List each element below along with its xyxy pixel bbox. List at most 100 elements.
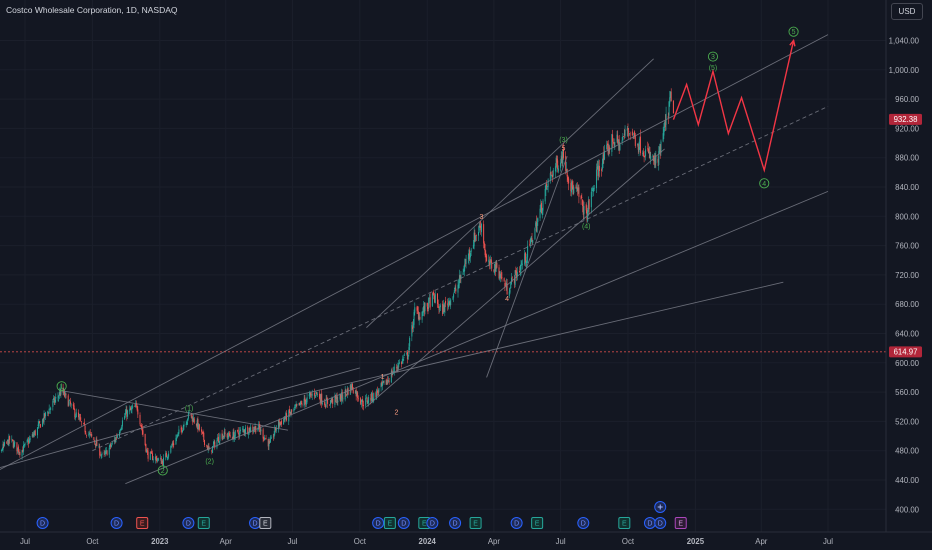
- candle-body: [614, 141, 616, 148]
- candle-body: [151, 453, 153, 461]
- candle-body: [172, 443, 174, 445]
- candle-body: [495, 261, 497, 272]
- earnings-marker[interactable]: E: [618, 517, 631, 529]
- candle-body: [503, 278, 505, 282]
- candle-body: [217, 437, 219, 441]
- trendline: [0, 367, 360, 469]
- candle-body: [489, 261, 491, 266]
- candle-body: [412, 323, 414, 328]
- time-tick-label: 2024: [419, 537, 437, 546]
- candle-body: [621, 140, 623, 143]
- dividend-marker[interactable]: D: [249, 517, 262, 529]
- price-tick-label: 480.00: [895, 447, 920, 456]
- candle-body: [125, 409, 127, 414]
- candle-body: [171, 444, 173, 446]
- candle-body: [376, 390, 378, 393]
- candle-body: [452, 297, 454, 299]
- earnings-marker[interactable]: E: [674, 517, 687, 529]
- candle-body: [458, 275, 460, 284]
- candle-body: [499, 276, 501, 279]
- earnings-badge: [197, 517, 210, 529]
- candle-body: [12, 442, 14, 448]
- candle-body: [639, 138, 641, 147]
- candle-body: [196, 420, 198, 427]
- candle-body: [595, 169, 597, 189]
- dividend-marker[interactable]: D: [426, 517, 439, 529]
- candle-body: [468, 249, 470, 260]
- candle-body: [633, 133, 635, 136]
- candle-body: [637, 143, 639, 145]
- candle-body: [478, 231, 480, 236]
- candle-body: [554, 166, 556, 172]
- candle-body: [590, 191, 592, 208]
- candle-body: [340, 394, 342, 402]
- candle-body: [64, 391, 66, 397]
- dividend-marker[interactable]: D: [577, 517, 590, 529]
- dividend-marker[interactable]: D: [654, 517, 667, 529]
- candle-body: [99, 454, 101, 456]
- candle-body: [479, 225, 481, 228]
- candle-body: [146, 449, 148, 453]
- candle-body: [672, 100, 674, 114]
- candle-body: [330, 400, 332, 405]
- candle-body: [121, 420, 123, 427]
- trendline: [366, 148, 665, 408]
- earnings-label: E: [388, 521, 393, 528]
- dividend-marker[interactable]: D: [372, 517, 385, 529]
- earnings-marker[interactable]: E: [197, 517, 210, 529]
- candle-body: [488, 259, 490, 263]
- dividend-marker[interactable]: D: [449, 517, 462, 529]
- candle-body: [36, 427, 38, 436]
- dividend-marker[interactable]: D: [510, 517, 523, 529]
- candle-body: [570, 182, 572, 192]
- candle-body: [69, 401, 71, 405]
- dividend-label: D: [430, 521, 435, 528]
- candle-body: [576, 187, 578, 192]
- candle-body: [18, 452, 20, 454]
- dividend-badge: [36, 517, 49, 529]
- candle-body: [96, 439, 98, 446]
- earnings-marker[interactable]: E: [383, 517, 396, 529]
- candle-body: [460, 275, 462, 279]
- candle-body: [253, 429, 255, 430]
- candle-body: [216, 440, 218, 448]
- dividend-marker[interactable]: D: [643, 517, 656, 529]
- candle-body: [155, 456, 157, 458]
- dividend-badge: [426, 517, 439, 529]
- dividend-marker[interactable]: D: [36, 517, 49, 529]
- candle-body: [431, 293, 433, 307]
- candle-body: [228, 432, 230, 438]
- earnings-marker[interactable]: E: [531, 517, 544, 529]
- candle-body: [499, 273, 501, 278]
- earnings-marker[interactable]: E: [136, 517, 149, 529]
- wave-label-circle: [759, 178, 770, 189]
- candle-body: [214, 441, 216, 448]
- candle-body: [106, 450, 108, 456]
- candle-body: [496, 262, 498, 268]
- candle-body: [371, 393, 373, 401]
- candle-body: [288, 409, 290, 414]
- candle-body: [357, 392, 359, 399]
- earnings-marker[interactable]: E: [259, 517, 272, 529]
- add-event-button[interactable]: [654, 501, 667, 513]
- candle-body: [263, 437, 265, 440]
- candle-body: [293, 409, 295, 412]
- earnings-marker[interactable]: E: [469, 517, 482, 529]
- price-tick-label: 1,000.00: [889, 66, 920, 75]
- price-tick-label: 640.00: [895, 330, 920, 339]
- candle-body: [494, 265, 496, 272]
- dividend-label: D: [453, 521, 458, 528]
- candle-body: [619, 144, 621, 151]
- currency-button[interactable]: USD: [891, 3, 923, 20]
- dividend-label: D: [253, 521, 258, 528]
- candle-body: [419, 316, 421, 320]
- dividend-marker[interactable]: D: [397, 517, 410, 529]
- candle-body: [601, 169, 603, 171]
- candle-body: [575, 186, 577, 188]
- dividend-marker[interactable]: D: [110, 517, 123, 529]
- wave-label: (3): [559, 137, 568, 144]
- dividend-marker[interactable]: D: [182, 517, 195, 529]
- candle-body: [465, 258, 467, 264]
- candle-body: [192, 417, 194, 423]
